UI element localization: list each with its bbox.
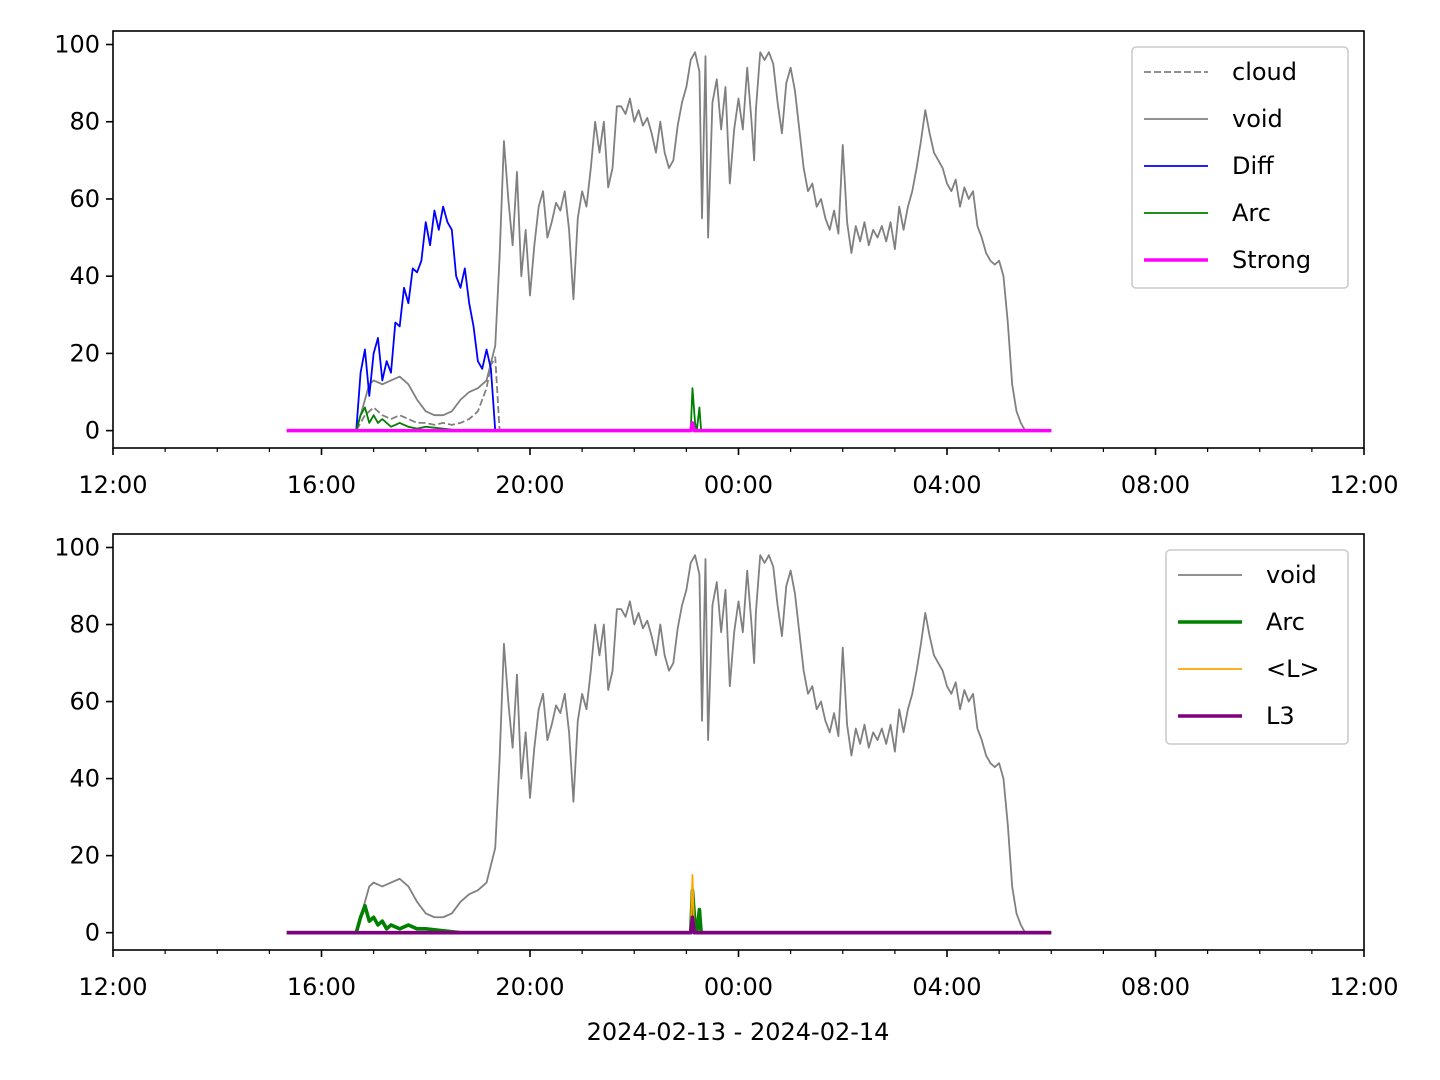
series-line-ll-mean [286, 873, 1052, 934]
y-tick-label: 20 [69, 842, 100, 870]
x-tick-label: 16:00 [287, 471, 356, 499]
y-tick-label: 100 [54, 533, 100, 561]
legend-label: Arc [1266, 608, 1305, 636]
legend-label: <L> [1266, 655, 1320, 683]
series-line-diff [286, 205, 1052, 432]
legend-label: cloud [1232, 58, 1297, 86]
series-group [286, 51, 1052, 433]
panel-top: 0 20 40 60 80 100 12:00 16:00 20:00 00:00 04:00 08:… [54, 30, 1399, 499]
x-tick-label: 12:00 [1329, 973, 1398, 1001]
x-tick-label: 12:00 [1329, 471, 1398, 499]
x-axis-label: 2024-02-13 - 2024-02-14 [587, 1018, 890, 1046]
legend-label: L3 [1266, 702, 1295, 730]
y-tick-label: 60 [69, 688, 100, 716]
legend-box [1165, 549, 1349, 745]
y-tick-label: 60 [69, 185, 100, 213]
y-tick-label: 0 [85, 919, 100, 947]
x-tick-label: 00:00 [704, 471, 773, 499]
x-tick-label: 04:00 [912, 471, 981, 499]
x-tick-label: 00:00 [704, 973, 773, 1001]
y-tick-label: 80 [69, 611, 100, 639]
y-tick-label: 0 [85, 417, 100, 445]
series-line-void [286, 554, 1052, 934]
legend-box [1131, 46, 1349, 289]
series-line-strong [286, 421, 1052, 433]
legend-label: Diff [1232, 152, 1274, 180]
legend-label: Strong [1232, 246, 1311, 274]
legend: void Arc <L> L3 [1165, 549, 1349, 745]
series-line-cloud [286, 356, 1052, 432]
legend-label: Arc [1232, 199, 1271, 227]
x-tick-label: 08:00 [1121, 471, 1190, 499]
legend-label: void [1266, 561, 1317, 589]
x-tick-label: 16:00 [287, 973, 356, 1001]
x-tick-label: 20:00 [495, 471, 564, 499]
series-line-arc [286, 387, 1052, 432]
legend: cloud void Diff Arc Strong [1131, 46, 1349, 289]
x-tick-label: 08:00 [1121, 973, 1190, 1001]
series-line-l3 [286, 915, 1052, 935]
y-tick-label: 40 [69, 262, 100, 290]
panel-bottom: 0 20 40 60 80 100 12:00 16:00 20:00 00:00 04:00 08:… [54, 533, 1399, 1001]
x-tick-label: 20:00 [495, 973, 564, 1001]
x-tick-label: 12:00 [78, 973, 147, 1001]
x-tick-label: 04:00 [912, 973, 981, 1001]
y-tick-label: 100 [54, 31, 100, 59]
series-line-void [286, 51, 1052, 432]
series-line-arc [286, 888, 1052, 935]
x-tick-label: 12:00 [78, 471, 147, 499]
y-tick-label: 20 [69, 339, 100, 367]
legend-label: void [1232, 105, 1283, 133]
y-tick-label: 80 [69, 108, 100, 136]
y-tick-label: 40 [69, 765, 100, 793]
series-group [286, 554, 1052, 935]
